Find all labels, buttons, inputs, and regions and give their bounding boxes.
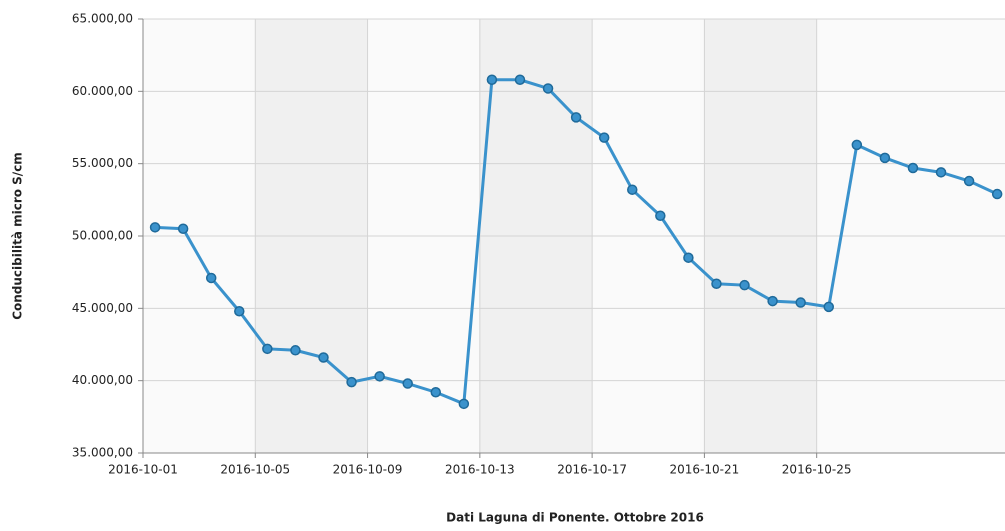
point: [177, 223, 189, 235]
y-tick-label: 45.000,00: [72, 301, 133, 315]
point: [963, 175, 975, 187]
point: [683, 252, 694, 263]
y-tick-label: 35.000,00: [72, 446, 133, 460]
point: [486, 74, 498, 86]
x-tick-label: 2016-10-01: [108, 463, 178, 477]
point: [935, 167, 947, 178]
point: [430, 386, 442, 398]
point: [290, 345, 301, 356]
point: [851, 139, 863, 151]
point: [879, 152, 891, 164]
point: [514, 74, 526, 86]
y-tick-label: 60.000,00: [72, 84, 133, 98]
point: [570, 112, 582, 123]
x-tick-label: 2016-10-25: [782, 463, 852, 477]
x-tick-label: 2016-10-09: [333, 463, 403, 477]
point: [149, 222, 161, 233]
y-tick-label: 40.000,00: [72, 373, 133, 387]
point: [205, 272, 217, 284]
point: [542, 83, 554, 94]
point: [234, 305, 245, 317]
x-tick-label: 2016-10-05: [220, 463, 290, 477]
point: [346, 376, 357, 388]
x-tick-label: 2016-10-21: [670, 463, 740, 477]
point: [767, 295, 778, 307]
point: [374, 371, 385, 382]
y-axis-title: Conducibilità micro S/cm: [11, 152, 25, 320]
y-tick-label: 55.000,00: [72, 156, 133, 170]
point: [458, 398, 470, 410]
point: [402, 378, 413, 389]
point: [627, 184, 638, 195]
point: [711, 278, 722, 289]
point: [907, 162, 919, 174]
point: [655, 210, 666, 221]
x-tick-label: 2016-10-17: [557, 463, 627, 477]
x-axis-title: Dati Laguna di Ponente. Ottobre 2016: [446, 511, 704, 525]
point: [262, 343, 273, 355]
point: [739, 279, 750, 291]
point: [318, 352, 329, 363]
point: [598, 132, 610, 143]
point: [795, 297, 806, 308]
x-tick-label: 2016-10-13: [445, 463, 515, 477]
point: [991, 188, 1003, 200]
point: [823, 301, 835, 313]
y-tick-label: 65.000,00: [72, 12, 133, 26]
y-tick-label: 50.000,00: [72, 229, 133, 243]
